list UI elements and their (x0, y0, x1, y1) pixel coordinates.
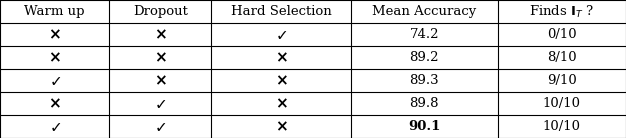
Text: 8/10: 8/10 (547, 51, 577, 64)
Text: 89.8: 89.8 (409, 97, 439, 110)
Text: 9/10: 9/10 (547, 74, 577, 87)
Text: $\boldsymbol{\times}$: $\boldsymbol{\times}$ (48, 96, 61, 111)
Text: $\boldsymbol{\times}$: $\boldsymbol{\times}$ (275, 96, 287, 111)
Text: $\boldsymbol{\times}$: $\boldsymbol{\times}$ (275, 73, 287, 88)
Text: $\boldsymbol{\times}$: $\boldsymbol{\times}$ (154, 50, 167, 65)
Text: $\boldsymbol{\times}$: $\boldsymbol{\times}$ (48, 27, 61, 42)
Text: 74.2: 74.2 (409, 28, 439, 41)
Text: Finds $\mathbf{I}_T$ ?: Finds $\mathbf{I}_T$ ? (529, 3, 595, 20)
Text: 89.2: 89.2 (409, 51, 439, 64)
Text: $\boldsymbol{\times}$: $\boldsymbol{\times}$ (48, 50, 61, 65)
Text: $\checkmark$: $\checkmark$ (154, 96, 167, 111)
Text: 10/10: 10/10 (543, 120, 581, 133)
Text: 90.1: 90.1 (408, 120, 441, 133)
Text: $\checkmark$: $\checkmark$ (275, 27, 287, 42)
Text: $\boldsymbol{\times}$: $\boldsymbol{\times}$ (154, 73, 167, 88)
Text: Dropout: Dropout (133, 5, 188, 18)
Text: $\checkmark$: $\checkmark$ (49, 119, 61, 134)
Text: Hard Selection: Hard Selection (230, 5, 331, 18)
Text: Warm up: Warm up (24, 5, 85, 18)
Text: $\boldsymbol{\times}$: $\boldsymbol{\times}$ (275, 119, 287, 134)
Text: $\checkmark$: $\checkmark$ (154, 119, 167, 134)
Text: $\boldsymbol{\times}$: $\boldsymbol{\times}$ (275, 50, 287, 65)
Text: 10/10: 10/10 (543, 97, 581, 110)
Text: 0/10: 0/10 (547, 28, 577, 41)
Text: Mean Accuracy: Mean Accuracy (372, 5, 476, 18)
Text: $\boldsymbol{\times}$: $\boldsymbol{\times}$ (154, 27, 167, 42)
Text: 89.3: 89.3 (409, 74, 439, 87)
Text: $\checkmark$: $\checkmark$ (49, 73, 61, 88)
